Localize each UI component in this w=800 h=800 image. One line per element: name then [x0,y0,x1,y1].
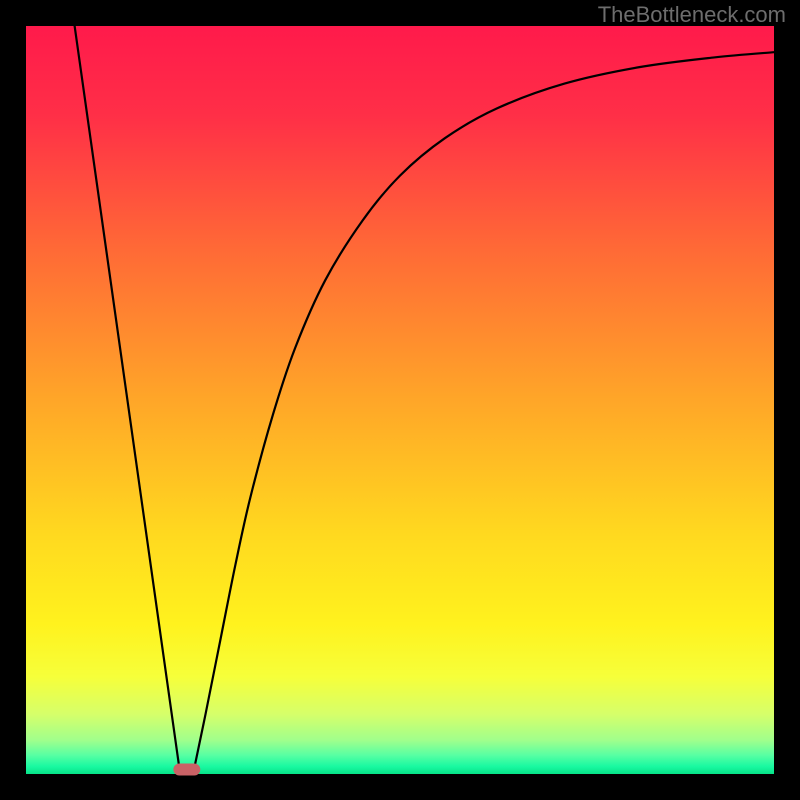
optimal-point-marker [173,764,200,776]
chart-canvas: TheBottleneck.com [0,0,800,800]
bottleneck-chart [0,0,800,800]
plot-gradient-background [26,26,774,774]
